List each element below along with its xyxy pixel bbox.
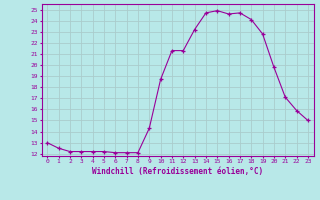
- X-axis label: Windchill (Refroidissement éolien,°C): Windchill (Refroidissement éolien,°C): [92, 167, 263, 176]
